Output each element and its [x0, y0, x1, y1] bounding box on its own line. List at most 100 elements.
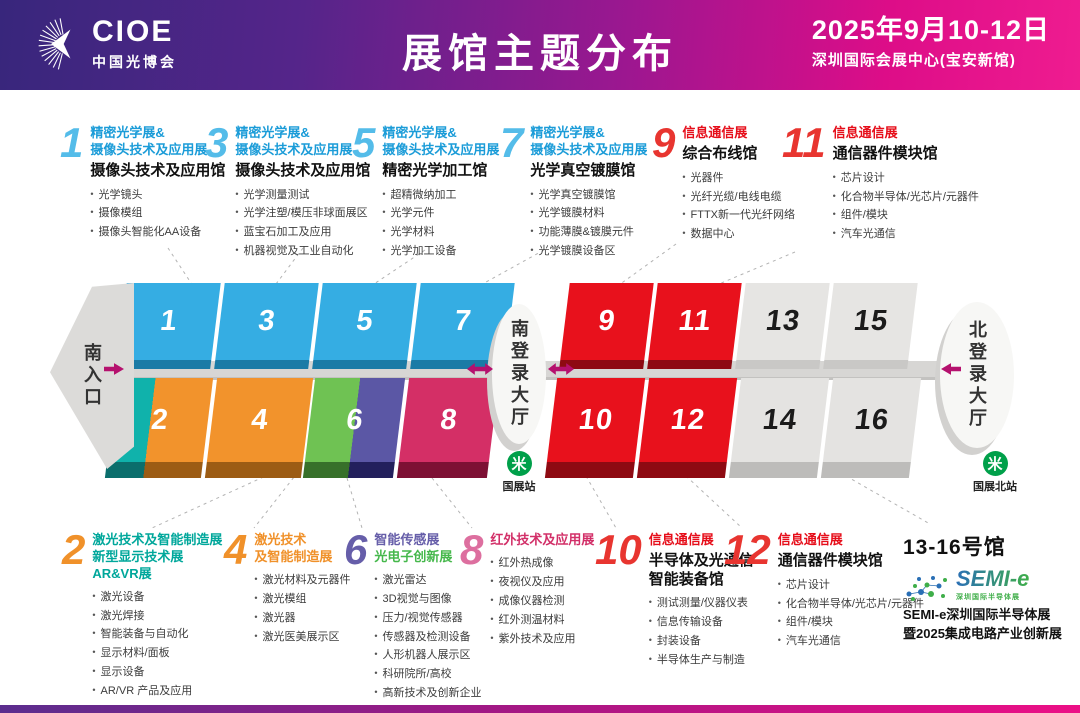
- section-body: 精密光学展&摄像头技术及应用展光学真空镀膜馆光学真空镀膜馆光学镀膜材料功能薄膜&…: [530, 125, 647, 261]
- section-title-line: 信息通信展: [682, 125, 748, 140]
- section-number: 6: [344, 526, 368, 573]
- hall-section-10: 10信息通信展半导体及光通信智能装备馆测试测量/仪器仪表信息传输设备封装设备半导…: [595, 528, 754, 670]
- section-body: 智能传感展光电子创新展激光雷达3D视觉与图像压力/视觉传感器传感器及检测设备人形…: [374, 532, 481, 703]
- section-item: 组件/模块: [833, 206, 979, 225]
- section-subtitle: 半导体及光通信 智能装备馆: [649, 552, 754, 590]
- section-item: 信息传输设备: [649, 613, 754, 632]
- section-item: 激光雷达: [374, 571, 481, 590]
- section-body: 信息通信展通信器件模块馆芯片设计化合物半导体/光芯片/元器件组件/模块汽车光通信: [778, 532, 924, 651]
- section-body: 激光技术及智能制造展新型显示技术展AR&VR展激光设备激光焊接智能装备与自动化显…: [92, 532, 222, 701]
- section-number: 3: [205, 119, 229, 166]
- section-title: 精密光学展& 摄像头技术及应用展: [90, 125, 225, 159]
- section-items: 超精微纳加工光学元件光学材料光学加工设备: [382, 186, 499, 262]
- section-item: 机器视觉及工业自动化: [235, 242, 370, 261]
- section-title-line: 信息通信展: [777, 532, 843, 547]
- section-title: 信息通信展: [778, 532, 924, 549]
- semi-e-logo-textblock: SEMI-e 深圳国际半导体展: [956, 568, 1029, 602]
- hall-section-12: 12信息通信展通信器件模块馆芯片设计化合物半导体/光芯片/元器件组件/模块汽车光…: [724, 528, 924, 651]
- section-item: 激光器: [254, 609, 350, 628]
- hall-section-11: 11信息通信展通信器件模块馆芯片设计化合物半导体/光芯片/元器件组件/模块汽车光…: [782, 119, 979, 244]
- section-body: 红外技术及应用展红外热成像夜视仪及应用成像仪器检测红外测温材料紫外技术及应用: [490, 532, 594, 648]
- hall-section-9: 9 信息通信展综合布线馆光器件光纤光缆/电线电缆FTTX新一代光纤网络数据中心: [652, 119, 796, 245]
- section-subtitle-line: 摄像头技术及应用馆: [235, 161, 371, 179]
- section-number: 4: [224, 526, 248, 573]
- section-subtitle: 通信器件模块馆: [833, 145, 979, 164]
- section-item: 光学镜头: [90, 186, 225, 205]
- section-subtitle-line: 半导体及光通信: [648, 551, 754, 569]
- hall-section-1: 1精密光学展&摄像头技术及应用展摄像头技术及应用馆光学镜头摄像模组摄像头智能化A…: [60, 121, 225, 242]
- section-title-line: 及智能制造展: [254, 548, 333, 564]
- semi-e-section: 13-16号馆 SEMI-e 深圳国际半导体展 SEMI-e深圳国际半导体展 暨…: [903, 531, 1062, 643]
- section-item: 光纤光缆/电线电缆: [682, 188, 795, 207]
- section-items: 光器件光纤光缆/电线电缆FTTX新一代光纤网络数据中心: [682, 169, 796, 245]
- cioe-fan-icon: [38, 18, 71, 70]
- section-items: 光学测量测试光学注塑/模压非球面展区蓝宝石加工及应用机器视觉及工业自动化: [235, 186, 370, 262]
- section-title: 精密光学展& 摄像头技术及应用展: [382, 125, 499, 159]
- section-item: 光学测量测试: [235, 186, 370, 205]
- section-items: 光学真空镀膜馆光学镀膜材料功能薄膜&镀膜元件光学镀膜设备区: [530, 186, 647, 262]
- section-items: 激光雷达3D视觉与图像压力/视觉传感器传感器及检测设备人形机器人展示区科研院所/…: [374, 571, 482, 703]
- cioe-logo-text: CIOE 中国光博会: [92, 16, 177, 72]
- section-items: 测试测量/仪器仪表信息传输设备封装设备半导体生产与制造: [649, 594, 754, 670]
- section-items: 红外热成像夜视仪及应用成像仪器检测红外测温材料紫外技术及应用: [490, 554, 594, 649]
- section-item: 激光设备: [92, 588, 222, 607]
- section-item: 蓝宝石加工及应用: [235, 223, 370, 242]
- section-item: 光学加工设备: [382, 242, 499, 261]
- section-item: 紫外技术及应用: [490, 630, 594, 649]
- section-number: 8: [460, 526, 484, 573]
- section-item: FTTX新一代光纤网络: [682, 206, 796, 225]
- entrance-arrow-icon: [104, 363, 124, 375]
- section-title-line: 摄像头技术及应用展: [90, 141, 208, 157]
- section-item: 光器件: [682, 169, 795, 188]
- section-item: 激光焊接: [92, 607, 222, 626]
- section-item: 显示设备: [92, 663, 222, 682]
- metro-icon: 米: [506, 451, 532, 476]
- section-body: 激光技术及智能制造展激光材料及元器件激光模组激光器激光医美展示区: [254, 532, 350, 646]
- section-title: 信息通信展: [649, 532, 754, 549]
- hall-section-8: 8红外技术及应用展红外热成像夜视仪及应用成像仪器检测红外测温材料紫外技术及应用: [460, 526, 594, 648]
- event-venue: 深圳国际会展中心(宝安新馆): [811, 51, 1016, 69]
- header-banner: CIOE 中国光博会 展馆主题分布 2025年9月10-12日 深圳国际会展中心…: [0, 0, 1080, 90]
- section-item: 科研院所/高校: [374, 665, 481, 684]
- section-item: 摄像头智能化AA设备: [90, 223, 225, 242]
- section-item: 摄像模组: [90, 204, 225, 223]
- section-title-line: 精密光学展&: [530, 125, 605, 140]
- north-registration-label: 北登录大厅: [967, 320, 987, 430]
- south-entrance-label: 南入口: [82, 343, 102, 409]
- section-item: 半导体生产与制造: [649, 651, 754, 670]
- section-subtitle: 摄像头技术及应用馆: [90, 162, 225, 181]
- section-subtitle: 综合布线馆: [682, 145, 795, 164]
- section-subtitle: 摄像头技术及应用馆: [235, 162, 370, 181]
- section-item: 光学元件: [382, 204, 499, 223]
- section-item: 组件/模块: [778, 613, 924, 632]
- section-title-line: 激光技术: [254, 532, 307, 547]
- section-subtitle-line: 精密光学加工馆: [382, 161, 488, 179]
- section-body: 信息通信展通信器件模块馆芯片设计化合物半导体/光芯片/元器件组件/模块汽车光通信: [833, 125, 979, 244]
- section-item: 显示材料/面板: [92, 644, 222, 663]
- section-item: 光学注塑/模压非球面展区: [235, 204, 370, 223]
- section-item: 成像仪器检测: [490, 592, 594, 611]
- section-item: 汽车光通信: [778, 632, 924, 651]
- section-item: 汽车光通信: [833, 225, 979, 244]
- cioe-logo: CIOE 中国光博会: [26, 13, 177, 75]
- metro-station-south: 米 国展站: [489, 451, 549, 494]
- section-number: 9: [652, 119, 676, 166]
- section-item: 芯片设计: [778, 576, 924, 595]
- section-body: 精密光学展&摄像头技术及应用展摄像头技术及应用馆光学测量测试光学注塑/模压非球面…: [235, 125, 370, 261]
- section-number: 11: [782, 119, 826, 166]
- section-item: 化合物半导体/光芯片/元器件: [778, 595, 924, 614]
- section-title-line: 精密光学展&: [235, 125, 310, 140]
- section-item: 光学镀膜设备区: [530, 242, 647, 261]
- section-title: 信息通信展: [682, 125, 795, 142]
- section-item: 3D视觉与图像: [374, 590, 481, 609]
- section-title-line: 摄像头技术及应用展: [530, 141, 648, 157]
- section-title-line: 新型显示技术展: [92, 548, 184, 564]
- section-subtitle-line: 智能装备馆: [648, 570, 724, 588]
- section-items: 激光材料及元器件激光模组激光器激光医美展示区: [254, 571, 351, 647]
- section-subtitle-line: 摄像头技术及应用馆: [90, 161, 226, 179]
- section-title: 红外技术及应用展: [490, 532, 594, 549]
- section-item: 光学真空镀膜馆: [530, 186, 647, 205]
